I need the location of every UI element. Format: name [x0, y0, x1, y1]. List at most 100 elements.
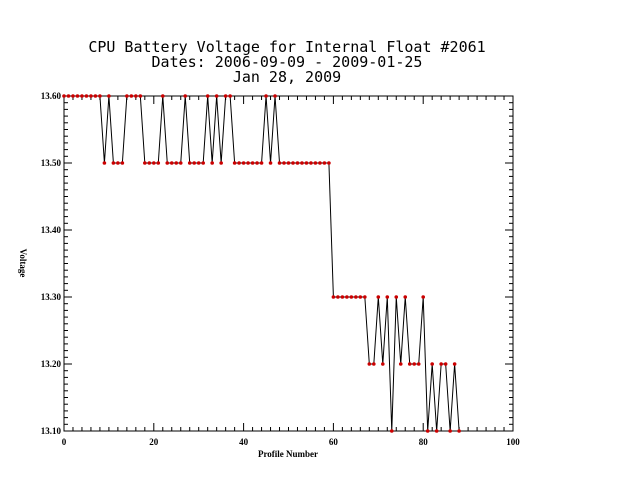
data-point [389, 429, 394, 433]
data-point [291, 161, 295, 165]
data-point [340, 295, 345, 299]
data-point [277, 161, 282, 165]
data-point [71, 94, 75, 98]
data-point [403, 295, 408, 299]
x-tick-label: 80 [419, 437, 429, 447]
data-point [259, 161, 264, 165]
data-point [89, 94, 93, 98]
data-point [430, 362, 434, 366]
data-point [273, 94, 277, 98]
data-point [434, 429, 439, 433]
data-point [201, 161, 205, 165]
data-point [394, 295, 399, 299]
data-point [111, 161, 116, 165]
data-point [246, 161, 250, 165]
x-tick-label: 100 [506, 437, 520, 447]
data-point [457, 429, 461, 433]
data-point [385, 295, 390, 299]
y-tick-label: 13.60 [41, 91, 62, 101]
data-point [407, 362, 412, 366]
y-tick-label: 13.20 [41, 359, 62, 369]
data-point [398, 362, 403, 366]
data-point [134, 94, 138, 98]
data-point [156, 161, 161, 165]
data-point [129, 94, 134, 98]
series-voltage [62, 94, 461, 433]
data-point [380, 362, 385, 366]
data-point [416, 362, 421, 366]
data-point [165, 161, 170, 165]
plot-frame [63, 95, 514, 432]
data-point [425, 429, 430, 433]
data-point [322, 161, 327, 165]
data-point [138, 94, 143, 98]
data-point [223, 94, 228, 98]
data-point [210, 161, 214, 165]
y-tick-label: 13.40 [41, 225, 62, 235]
data-point [300, 161, 304, 165]
y-tick-label: 13.30 [41, 292, 62, 302]
x-tick-label: 0 [62, 437, 67, 447]
data-point [309, 161, 313, 165]
data-point [241, 161, 246, 165]
data-point [196, 161, 201, 165]
data-point [120, 161, 125, 165]
title-line-1: CPU Battery Voltage for Internal Float #… [88, 38, 485, 56]
axis-tick-labels: 0 20 40 60 80 100 13.10 13.20 13.30 13.40 13.50 13.… [41, 91, 521, 447]
data-point [116, 161, 120, 165]
data-point [214, 94, 219, 98]
data-point [367, 362, 372, 366]
data-point [363, 295, 367, 299]
data-point [331, 295, 336, 299]
data-point [286, 161, 291, 165]
data-point [282, 161, 286, 165]
x-tick-label: 40 [239, 437, 249, 447]
data-point [255, 161, 259, 165]
data-point [237, 161, 241, 165]
axis-ticks [63, 95, 514, 432]
data-point [169, 161, 174, 165]
data-point [143, 161, 147, 165]
data-point [183, 94, 188, 98]
data-point [268, 161, 273, 165]
y-tick-label: 13.10 [41, 426, 62, 436]
data-point [107, 94, 111, 98]
data-point [75, 94, 80, 98]
data-point [354, 295, 358, 299]
title-line-3: Jan 28, 2009 [233, 68, 341, 86]
x-tick-label: 20 [149, 437, 159, 447]
data-point [448, 429, 452, 433]
x-tick-label: 60 [329, 437, 339, 447]
data-point [80, 94, 84, 98]
data-point [228, 94, 232, 98]
data-point [358, 295, 363, 299]
data-point [152, 161, 156, 165]
data-point [452, 362, 457, 366]
data-point [295, 161, 300, 165]
title-line-2: Dates: 2006-09-09 - 2009-01-25 [152, 53, 423, 71]
data-point [66, 94, 71, 98]
data-point [62, 94, 66, 98]
data-point [345, 295, 349, 299]
data-point [421, 295, 426, 299]
data-point [443, 362, 448, 366]
data-point [412, 362, 417, 366]
data-point [372, 362, 376, 366]
data-point [187, 161, 192, 165]
data-point [376, 295, 381, 299]
data-point [318, 161, 322, 165]
data-point [102, 161, 107, 165]
series-line [64, 95, 460, 432]
data-point [93, 94, 98, 98]
y-axis-label: Voltage [18, 249, 28, 278]
chart-title: CPU Battery Voltage for Internal Float #… [88, 38, 485, 86]
data-point [327, 161, 331, 165]
data-point [160, 94, 165, 98]
data-point [313, 161, 318, 165]
x-axis-label: Profile Number [258, 449, 318, 459]
data-point [84, 94, 89, 98]
data-point [174, 161, 179, 165]
data-point [178, 161, 183, 165]
data-point [439, 362, 443, 366]
data-point [98, 94, 102, 98]
